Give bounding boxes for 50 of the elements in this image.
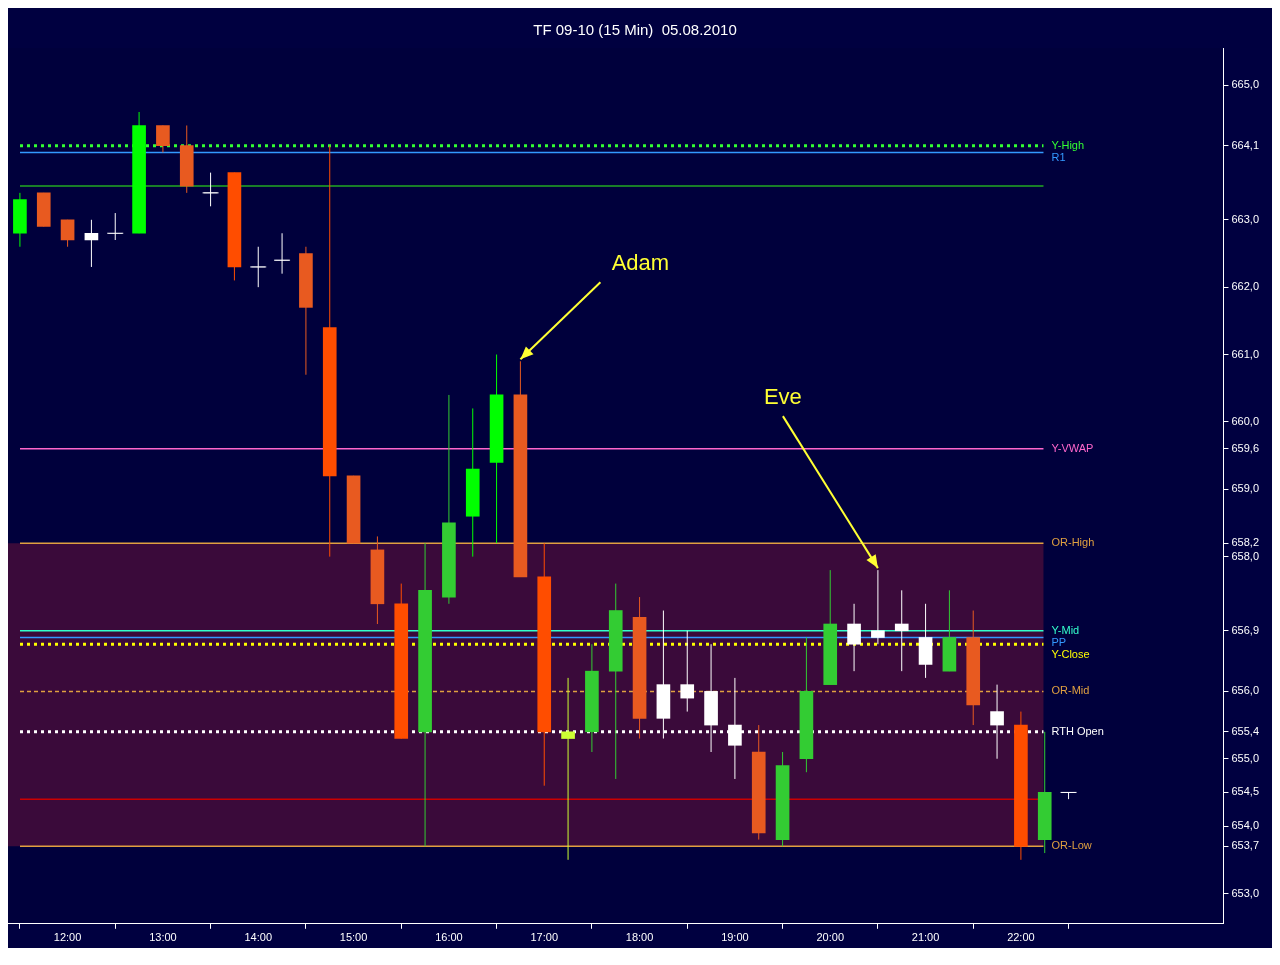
y-tick-label: 659,0 (1231, 482, 1259, 495)
candlestick (561, 677, 575, 861)
y-tick-label: 653,7 (1231, 839, 1259, 852)
y-tick-label: 653,0 (1231, 886, 1259, 899)
chart-title: TF 09-10 (15 Min) 05.08.2010 (533, 21, 737, 39)
candlestick (871, 569, 885, 645)
candlestick (894, 589, 909, 672)
ref-line-label: Y-Close (1051, 647, 1090, 660)
x-tick-label: 16:00 (435, 931, 463, 944)
candlestick (847, 603, 861, 672)
y-tick-label: 662,0 (1231, 280, 1259, 293)
ref-line-label: Y-Mid (1051, 623, 1080, 636)
y-tick-label: 654,0 (1231, 819, 1259, 832)
candlestick (84, 219, 99, 268)
ref-line-label: PP (1051, 635, 1067, 648)
annotation: Eve (763, 384, 802, 410)
y-tick-label: 658,2 (1231, 536, 1259, 549)
y-tick-label: 663,0 (1231, 212, 1259, 225)
x-tick-label: 19:00 (721, 931, 749, 944)
y-tick-label: 655,0 (1231, 751, 1259, 764)
candlestick (60, 219, 75, 248)
x-tick-label: 21:00 (911, 931, 940, 944)
y-tick-label: 659,6 (1231, 441, 1259, 454)
annotation: Adam (611, 250, 670, 276)
x-tick-label: 18:00 (625, 931, 654, 944)
x-tick-label: 14:00 (244, 931, 273, 944)
candlestick (156, 124, 170, 153)
x-tick-label: 20:00 (816, 931, 844, 944)
x-tick-label: 22:00 (1007, 931, 1035, 944)
x-tick-label: 17:00 (530, 931, 558, 944)
y-tick-label: 661,0 (1231, 347, 1259, 360)
ref-line-label: OR-Mid (1051, 684, 1090, 697)
x-tick-label: 12:00 (53, 931, 82, 944)
ref-line-label: Y-High (1051, 138, 1085, 151)
ref-line-label: OR-High (1051, 536, 1095, 549)
candlestick (680, 630, 695, 713)
y-tick-label: 660,0 (1231, 414, 1259, 427)
ref-line-label: RTH Open (1051, 724, 1104, 737)
ref-line-label: OR-Low (1051, 839, 1092, 852)
ref-line-label: Y-VWAP (1051, 441, 1094, 454)
y-tick-label: 656,9 (1231, 623, 1259, 636)
y-tick-label: 656,0 (1231, 684, 1259, 697)
y-tick-label: 655,4 (1231, 724, 1259, 737)
y-tick-label: 665,0 (1231, 78, 1259, 91)
y-tick-label: 658,0 (1231, 549, 1259, 562)
x-tick-label: 13:00 (149, 931, 177, 944)
y-tick-label: 654,5 (1231, 785, 1259, 798)
x-tick-label: 15:00 (339, 931, 368, 944)
ref-line-label: R1 (1051, 150, 1066, 163)
y-tick-label: 664,1 (1231, 138, 1259, 151)
